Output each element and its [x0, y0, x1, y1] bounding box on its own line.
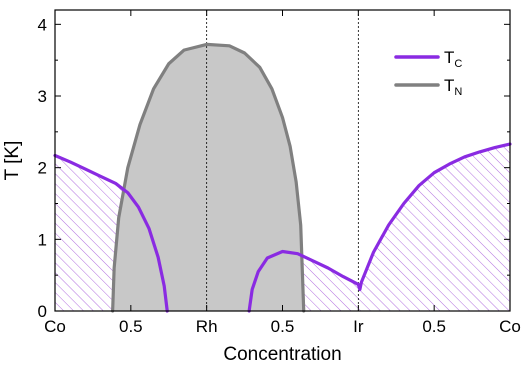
- legend-subscript-0: C: [454, 58, 462, 70]
- line-tc-0: [53, 153, 169, 313]
- legend-subscript-1: N: [454, 86, 462, 98]
- ticks: [54, 10, 511, 312]
- fill-layer: [55, 44, 510, 312]
- y-tick-label-3: 3: [38, 87, 47, 106]
- x-tick-label-4: Ir: [353, 317, 364, 336]
- x-tick-label-1: 0.5: [119, 317, 143, 336]
- y-tick-labels: 0 1 2 3 4: [38, 15, 47, 321]
- line-tc-1: [247, 142, 512, 313]
- y-tick-label-2: 2: [38, 159, 47, 178]
- area-tc-1: [249, 144, 510, 311]
- y-tick-label-1: 1: [38, 230, 47, 249]
- legend: TC TN: [394, 48, 462, 98]
- legend-label-1: TN: [444, 76, 462, 98]
- area-tn-0: [112, 44, 304, 312]
- x-tick-label-2: Rh: [196, 317, 218, 336]
- y-axis-title: T [K]: [2, 141, 23, 181]
- x-tick-label-0: Co: [44, 317, 66, 336]
- y-tick-label-4: 4: [38, 15, 47, 34]
- y-tick-label-0: 0: [38, 302, 47, 321]
- x-tick-label-6: Co: [499, 317, 521, 336]
- legend-label-0: TC: [444, 48, 462, 70]
- x-tick-label-5: 0.5: [422, 317, 446, 336]
- x-tick-labels: Co 0.5 Rh 0.5 Ir 0.5 Co: [44, 317, 521, 336]
- line-tn-0: [111, 42, 306, 313]
- curve-layer: [53, 42, 512, 313]
- x-tick-label-3: 0.5: [271, 317, 295, 336]
- x-axis-title: Concentration: [223, 344, 341, 365]
